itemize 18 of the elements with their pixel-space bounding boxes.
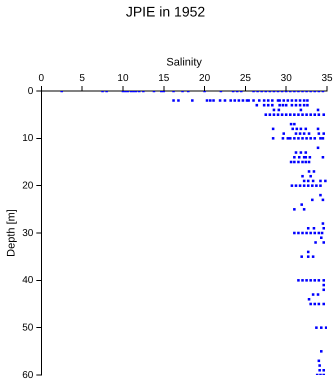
x-axis-title: Salinity [166,56,202,68]
y-axis-title: Depth [m] [6,209,18,257]
x-tick-label: 5 [79,72,86,84]
y-tick-label: 10 [22,133,34,144]
y-tick-label: 20 [22,180,34,192]
x-tick-label: 25 [240,72,252,84]
x-tick-label: 20 [199,72,211,84]
x-tick-label: 10 [117,72,129,84]
x-tick-label: 0 [38,72,45,84]
x-tick-label: 30 [280,72,292,84]
y-tick-label: 50 [22,322,34,334]
chart-title: JPIE in 1952 [126,3,206,20]
y-tick-label: 30 [22,228,34,239]
y-tick-label: 40 [22,275,34,286]
x-tick-label: 15 [158,72,170,84]
y-tick-label: 60 [22,370,34,381]
x-tick-label: 35 [321,72,333,84]
y-tick-label: 0 [28,86,34,97]
